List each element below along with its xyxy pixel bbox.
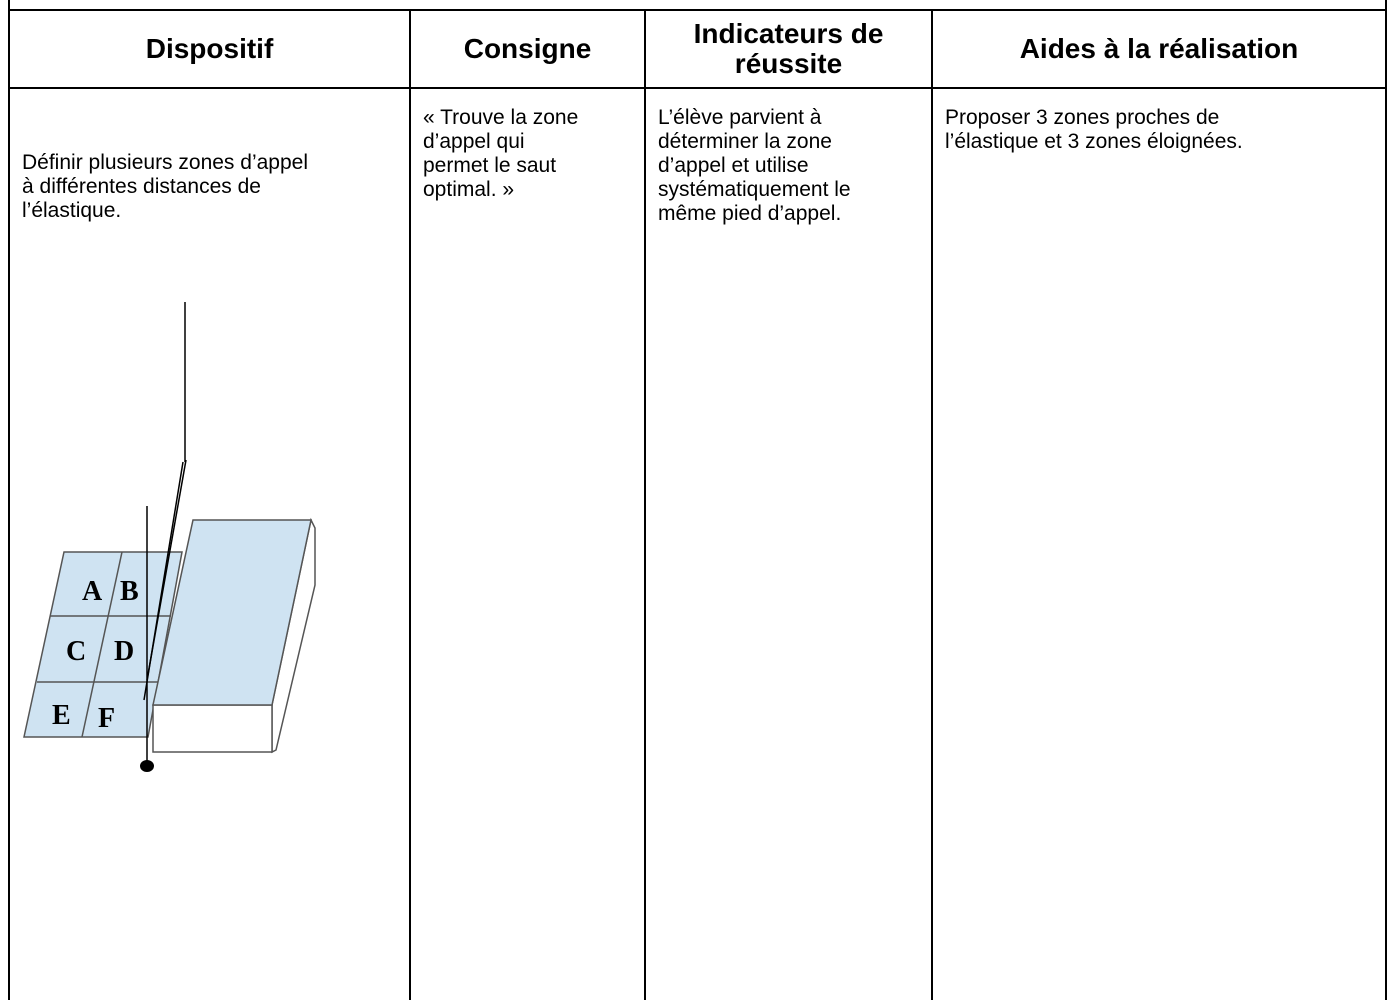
cell-line: systématiquement le bbox=[658, 178, 851, 201]
zone-label: A bbox=[82, 576, 103, 607]
zone-label: E bbox=[52, 700, 71, 731]
zone-label: B bbox=[120, 576, 139, 607]
header-line: Consigne bbox=[463, 33, 592, 64]
header-line: Aides à la réalisation bbox=[1019, 33, 1299, 64]
zone-label: F bbox=[98, 703, 115, 734]
cell-line: permet le saut bbox=[423, 154, 557, 177]
cell-line: déterminer la zone bbox=[658, 130, 832, 153]
column-header: Indicateurs de réussite bbox=[645, 10, 932, 88]
cell-line: d’appel qui bbox=[423, 130, 525, 153]
header-line: Indicateurs de bbox=[693, 18, 884, 49]
cell-line: même pied d’appel. bbox=[658, 202, 842, 225]
table-cell: Proposer 3 zones proches de l’élastique e… bbox=[945, 106, 1243, 154]
cell-line: Proposer 3 zones proches de bbox=[945, 106, 1220, 129]
table-cell: « Trouve la zone d’appel qui permet le sau… bbox=[423, 106, 578, 202]
zone-label: C bbox=[66, 636, 86, 667]
header-line: réussite bbox=[734, 48, 843, 79]
cell-line: à différentes distances de bbox=[22, 175, 261, 198]
cell-line: « Trouve la zone bbox=[423, 106, 579, 129]
cell-line: d’appel et utilise bbox=[658, 154, 809, 177]
cell-line: l’élastique. bbox=[22, 199, 122, 222]
cell-line: L’élève parvient à bbox=[658, 106, 822, 129]
column-header: Aides à la réalisation bbox=[932, 10, 1386, 88]
column-header: Dispositif bbox=[9, 10, 410, 88]
zone-label: D bbox=[114, 636, 134, 667]
column-header: Consigne bbox=[410, 10, 645, 88]
jump-diagram bbox=[23, 517, 316, 754]
table-cell: L’élève parvient à déterminer la zone d’ap… bbox=[658, 106, 851, 226]
header-line: Dispositif bbox=[145, 33, 274, 64]
cell-line: l’élastique et 3 zones éloignées. bbox=[945, 130, 1243, 153]
table-cell: Définir plusieurs zones d’appel à différe… bbox=[22, 151, 308, 223]
cell-line: optimal. » bbox=[423, 178, 515, 201]
cell-line: Définir plusieurs zones d’appel bbox=[22, 151, 308, 174]
